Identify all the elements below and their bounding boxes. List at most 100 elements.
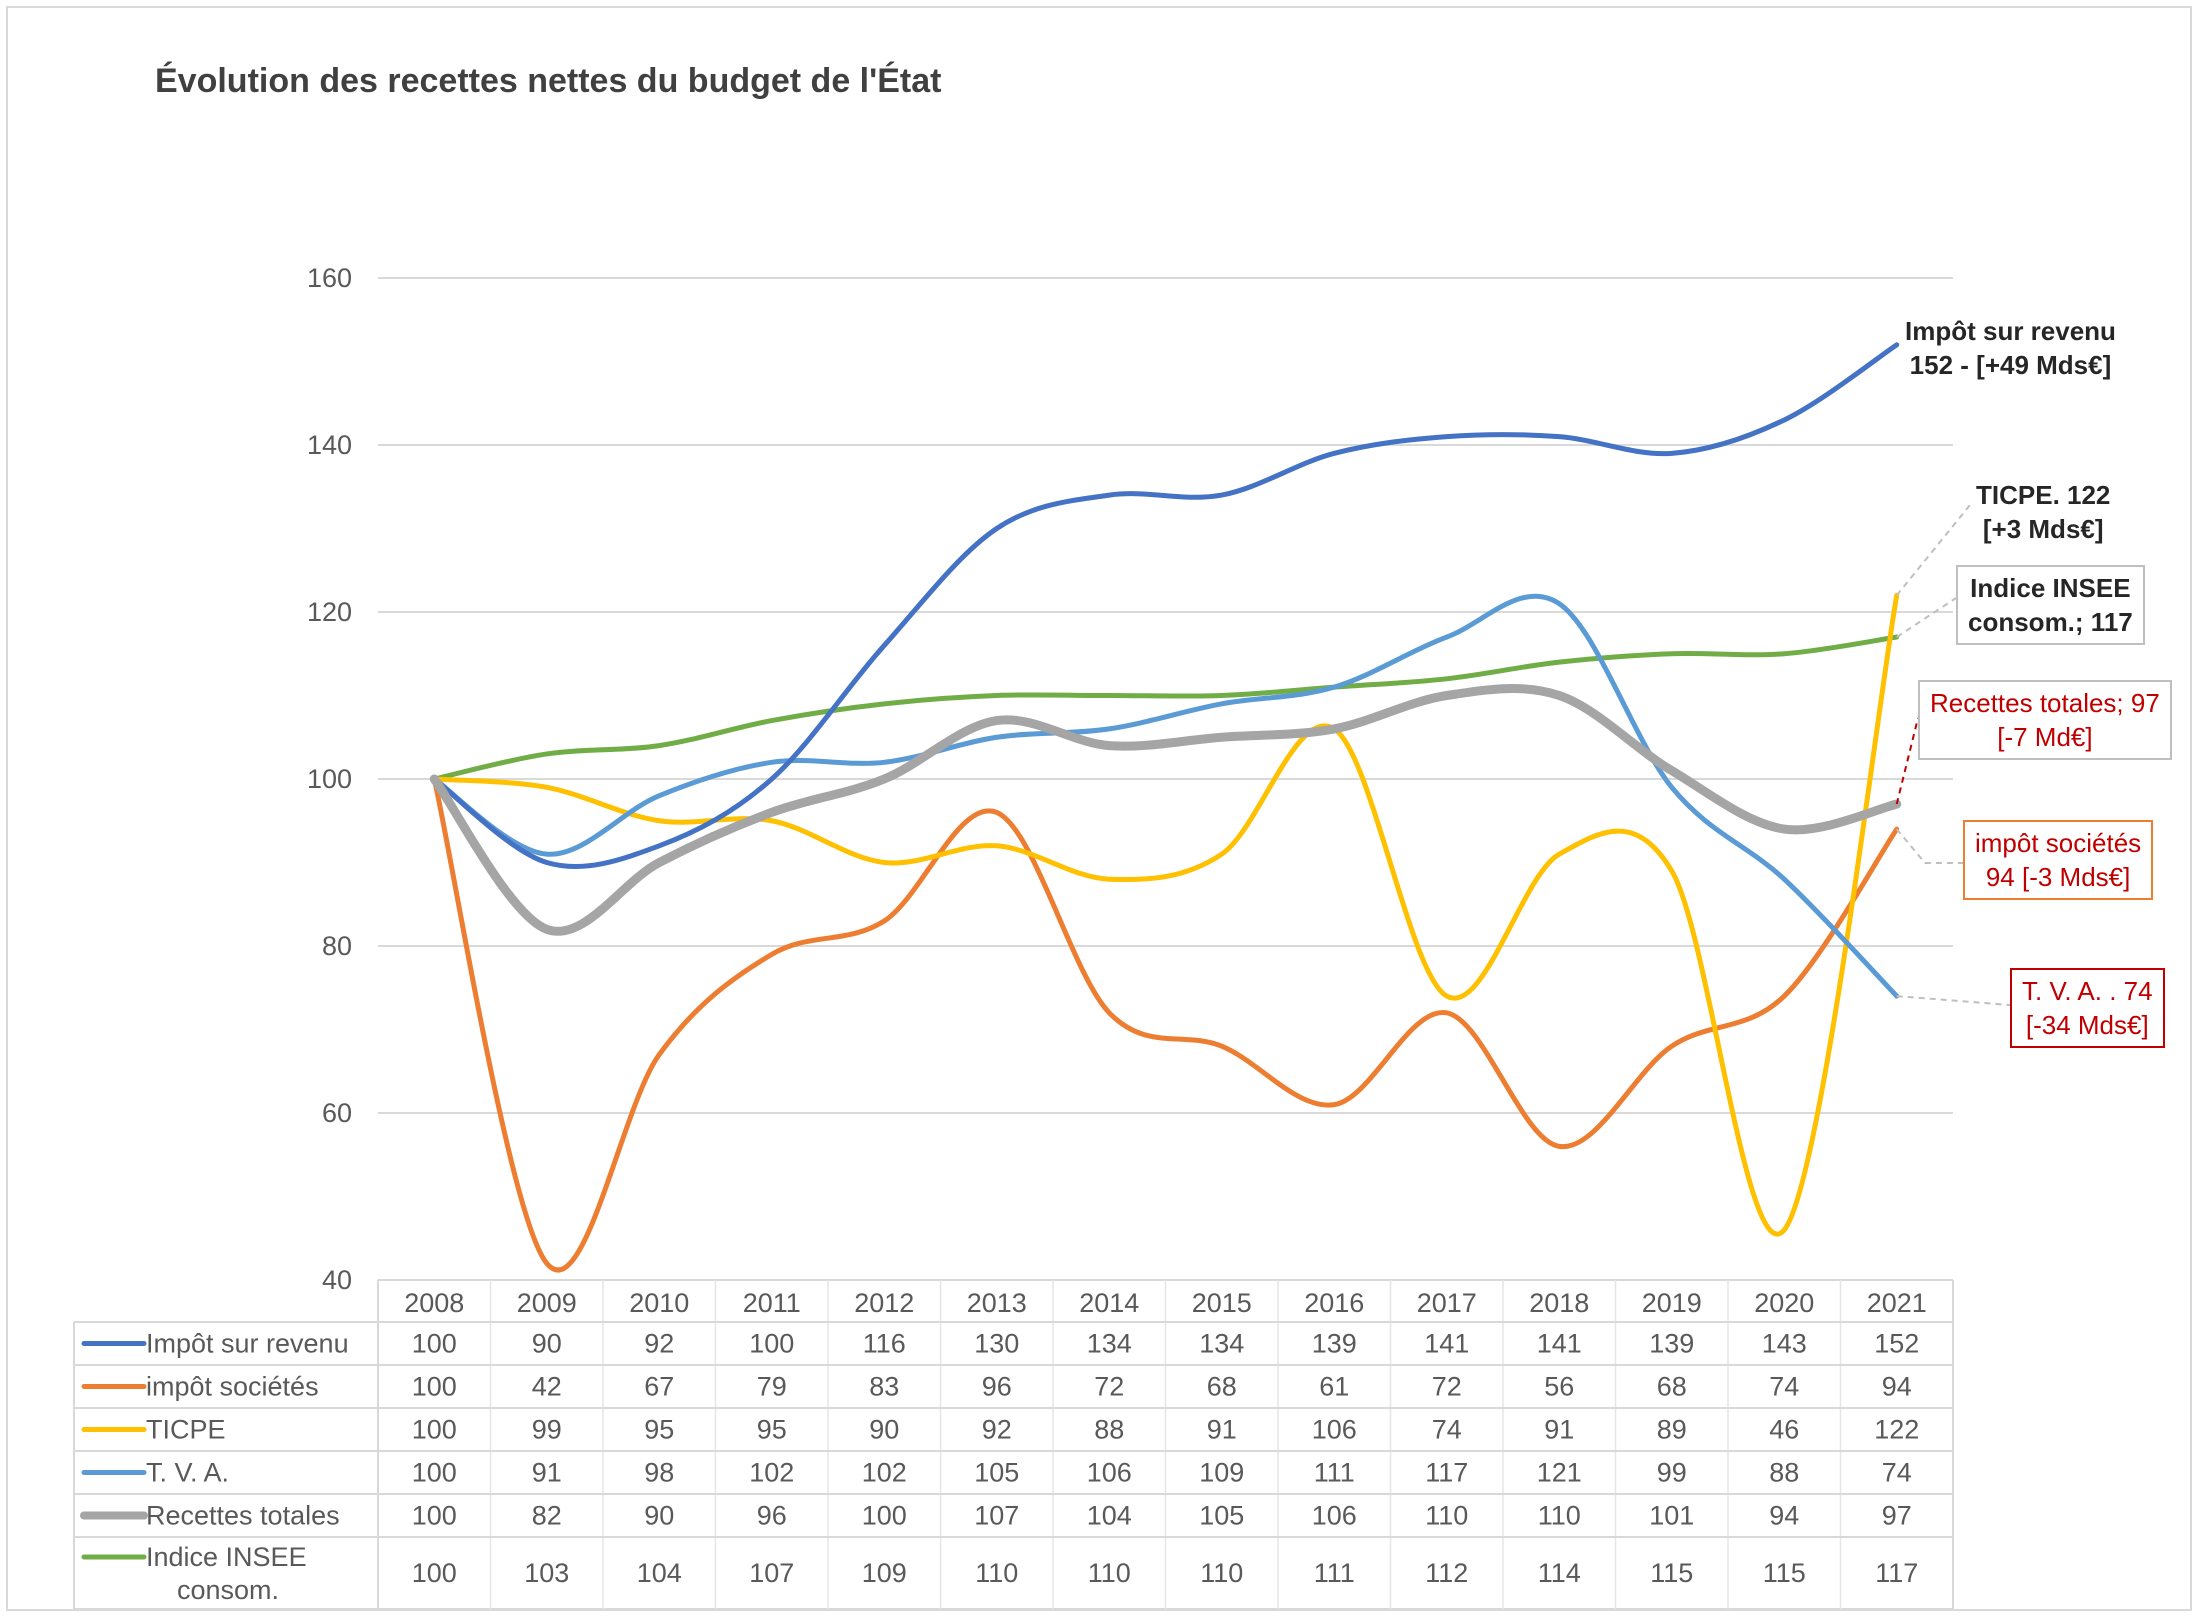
table-cell: 141	[1537, 1329, 1582, 1359]
x-tick-label: 2016	[1304, 1288, 1364, 1318]
annotation-societes-line2: 94 [-3 Mds€]	[1985, 862, 2131, 892]
table-cell: 139	[1649, 1329, 1694, 1359]
x-tick-label: 2020	[1754, 1288, 1814, 1318]
table-cell: 89	[1657, 1415, 1687, 1445]
table-cell: 134	[1087, 1329, 1132, 1359]
table-cell: 100	[412, 1329, 457, 1359]
series-line-ticpe	[431, 592, 1900, 1237]
table-cell: 111	[1314, 1558, 1355, 1588]
table-cell: 68	[1657, 1372, 1687, 1402]
annotation-leaders	[1895, 504, 2011, 1006]
gridlines	[378, 277, 1953, 1114]
table-cell: 100	[749, 1329, 794, 1359]
y-tick-label: 40	[322, 1265, 352, 1295]
data-table: 2008 2009 2010 2011 2012 2013 2014 2015 2016 2017…	[73, 1279, 1954, 1610]
series-line-tva	[431, 593, 1900, 999]
annotation-societes-line1: impôt sociétés	[1975, 828, 2142, 858]
table-cell: 90	[644, 1501, 674, 1531]
table-cell: 110	[1088, 1558, 1131, 1588]
table-cell: 109	[1199, 1458, 1244, 1488]
table-cell: 152	[1874, 1329, 1919, 1359]
series-lines	[429, 342, 1902, 1273]
annotation-leader	[1895, 717, 1919, 805]
table-cell: 98	[644, 1458, 674, 1488]
table-cell: 117	[1875, 1558, 1918, 1588]
table-cell: 102	[862, 1458, 907, 1488]
annotation-ticpe-line1: TICPE. 122	[1976, 480, 2111, 510]
row-label-tva: T. V. A.	[146, 1458, 229, 1488]
table-cell: 100	[412, 1458, 457, 1488]
table-cell: 115	[1763, 1558, 1806, 1588]
x-tick-label: 2017	[1417, 1288, 1477, 1318]
table-cell: 100	[412, 1558, 457, 1588]
table-cell: 141	[1424, 1329, 1469, 1359]
table-cell: 114	[1538, 1558, 1581, 1588]
annotation-insee: Indice INSEE consom.; 117	[1956, 565, 2145, 645]
x-tick-label: 2012	[854, 1288, 914, 1318]
row-label-ticpe: TICPE	[146, 1415, 226, 1445]
x-tick-label: 2011	[743, 1288, 801, 1318]
row-label-recettes_totales: Recettes totales	[146, 1501, 340, 1531]
table-cell: 103	[524, 1558, 569, 1588]
series-line-impot_revenu	[431, 342, 1900, 870]
annotation-insee-line1: Indice INSEE	[1970, 573, 2131, 603]
row-label-impot_societes: impôt sociétés	[146, 1372, 319, 1402]
annotation-recettes-totales: Recettes totales; 97 [-7 Md€]	[1918, 680, 2172, 760]
table-cell: 111	[1314, 1458, 1355, 1488]
table-cell: 95	[757, 1415, 787, 1445]
row-label-insee: Indice INSEE	[146, 1542, 307, 1572]
table-cell: 74	[1432, 1415, 1462, 1445]
table-cell: 68	[1207, 1372, 1237, 1402]
x-tick-label: 2008	[404, 1288, 464, 1318]
y-tick-label: 80	[322, 931, 352, 961]
table-cell: 91	[1544, 1415, 1574, 1445]
table-cell: 104	[637, 1558, 682, 1588]
annotation-recettes-line2: [-7 Md€]	[1997, 722, 2093, 752]
table-cell: 88	[1769, 1458, 1799, 1488]
row-label-insee: consom.	[177, 1575, 279, 1605]
table-cell: 79	[757, 1372, 787, 1402]
annotation-insee-line2: consom.; 117	[1968, 607, 2133, 637]
table-cell: 116	[863, 1329, 906, 1359]
annotation-tva: T. V. A. . 74 [-34 Mds€]	[2010, 968, 2165, 1048]
table-cell: 143	[1762, 1329, 1807, 1359]
table-cell: 106	[1087, 1458, 1132, 1488]
annotation-ticpe: TICPE. 122 [+3 Mds€]	[1976, 478, 2110, 546]
table-cell: 91	[1207, 1415, 1237, 1445]
annotation-impot-revenu-line2: 152 - [+49 Mds€]	[1909, 350, 2112, 380]
series-line-impot_societes	[431, 776, 1900, 1273]
x-tick-label: 2014	[1079, 1288, 1139, 1318]
x-tick-label: 2010	[629, 1288, 689, 1318]
table-cell: 102	[749, 1458, 794, 1488]
table-cell: 139	[1312, 1329, 1357, 1359]
table-cell: 72	[1094, 1372, 1124, 1402]
table-cell: 134	[1199, 1329, 1244, 1359]
annotation-recettes-line1: Recettes totales; 97	[1930, 688, 2160, 718]
table-cell: 109	[862, 1558, 907, 1588]
annotation-impot-societes: impôt sociétés 94 [-3 Mds€]	[1963, 820, 2154, 900]
table-cell: 100	[862, 1501, 907, 1531]
y-axis-ticks: 40 60 80 100 120 140 160	[307, 263, 352, 1295]
table-cell: 96	[757, 1501, 787, 1531]
table-cell: 99	[1657, 1458, 1687, 1488]
table-cell: 94	[1769, 1501, 1799, 1531]
table-cell: 82	[532, 1501, 562, 1531]
x-tick-label: 2018	[1529, 1288, 1589, 1318]
x-tick-label: 2009	[517, 1288, 577, 1318]
table-cell: 91	[532, 1458, 562, 1488]
table-cell: 117	[1425, 1458, 1468, 1488]
table-cell: 100	[412, 1501, 457, 1531]
table-cell: 92	[982, 1415, 1012, 1445]
table-cell: 105	[974, 1458, 1019, 1488]
table-cell: 74	[1769, 1372, 1799, 1402]
table-cell: 110	[1538, 1501, 1581, 1531]
annotation-leader	[1896, 995, 2011, 1006]
table-cell: 121	[1537, 1458, 1582, 1488]
table-cell: 100	[412, 1372, 457, 1402]
x-tick-label: 2021	[1867, 1288, 1927, 1318]
table-cell: 110	[1200, 1558, 1243, 1588]
annotation-tva-line2: [-34 Mds€]	[2025, 1010, 2149, 1040]
table-cell: 67	[644, 1372, 674, 1402]
table-cell: 107	[974, 1501, 1019, 1531]
